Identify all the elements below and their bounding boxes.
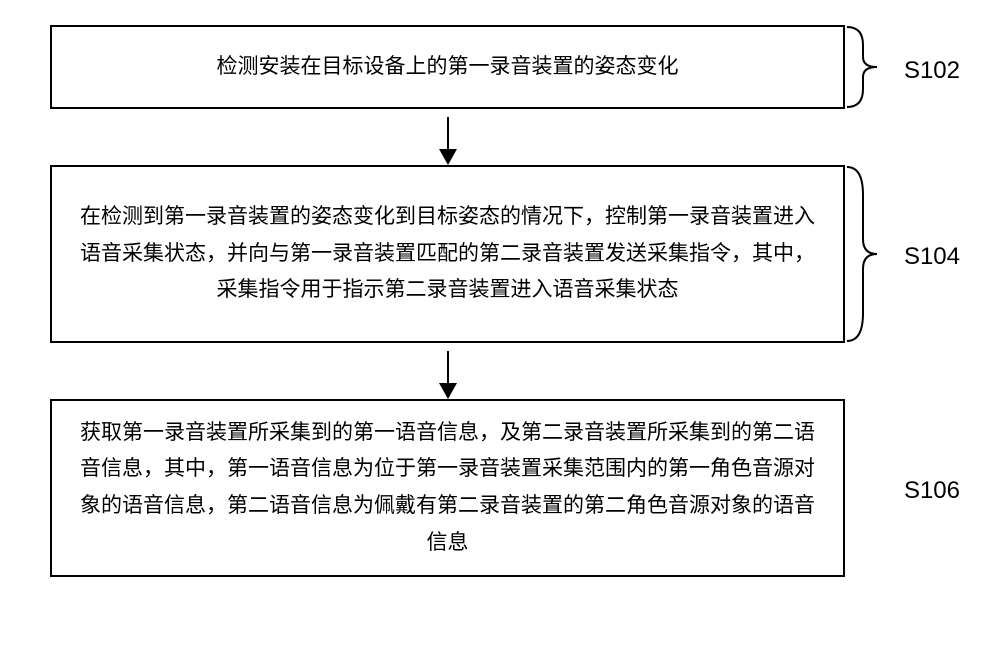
flow-arrow <box>50 109 845 165</box>
flow-node-text: 检测安装在目标设备上的第一录音装置的姿态变化 <box>217 49 679 86</box>
arrow-down-icon <box>439 383 457 399</box>
flowchart-container: 检测安装在目标设备上的第一录音装置的姿态变化 S102 在检测到第一录音装置的姿… <box>50 25 950 577</box>
flow-node-text: 获取第一录音装置所采集到的第一语音信息，及第二录音装置所采集到的第二语音信息，其… <box>80 415 815 562</box>
flow-arrow <box>50 343 845 399</box>
flow-node-s102: 检测安装在目标设备上的第一录音装置的姿态变化 S102 <box>50 25 845 109</box>
brace-icon <box>845 165 883 343</box>
flow-node-label: S102 <box>904 57 960 85</box>
flow-node-s106: 获取第一录音装置所采集到的第一语音信息，及第二录音装置所采集到的第二语音信息，其… <box>50 399 845 577</box>
arrow-down-icon <box>439 149 457 165</box>
flow-node-s104: 在检测到第一录音装置的姿态变化到目标姿态的情况下，控制第一录音装置进入语音采集状… <box>50 165 845 343</box>
flow-node-text: 在检测到第一录音装置的姿态变化到目标姿态的情况下，控制第一录音装置进入语音采集状… <box>80 199 815 309</box>
brace-icon <box>845 25 883 109</box>
flow-node-label: S104 <box>904 243 960 271</box>
flow-node-label: S106 <box>904 477 960 505</box>
